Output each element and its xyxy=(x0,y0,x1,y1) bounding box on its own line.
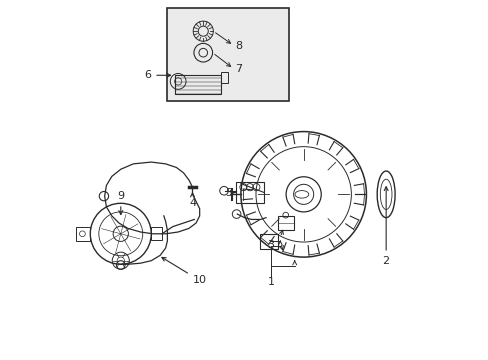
Bar xyxy=(221,72,228,83)
Text: 6: 6 xyxy=(144,70,170,80)
Text: 7: 7 xyxy=(234,64,242,74)
Text: 4: 4 xyxy=(188,193,196,208)
Text: 1: 1 xyxy=(267,277,274,287)
Bar xyxy=(235,182,264,203)
Bar xyxy=(174,75,221,94)
Bar xyxy=(167,8,289,101)
Bar xyxy=(277,216,293,230)
Bar xyxy=(151,227,162,240)
Text: 9: 9 xyxy=(117,191,124,215)
Text: 3: 3 xyxy=(266,239,273,249)
Text: 5: 5 xyxy=(224,188,234,198)
Text: 2: 2 xyxy=(382,187,389,266)
Bar xyxy=(76,226,90,241)
Text: 8: 8 xyxy=(234,41,242,50)
Bar xyxy=(260,234,278,249)
Text: 10: 10 xyxy=(162,257,206,285)
